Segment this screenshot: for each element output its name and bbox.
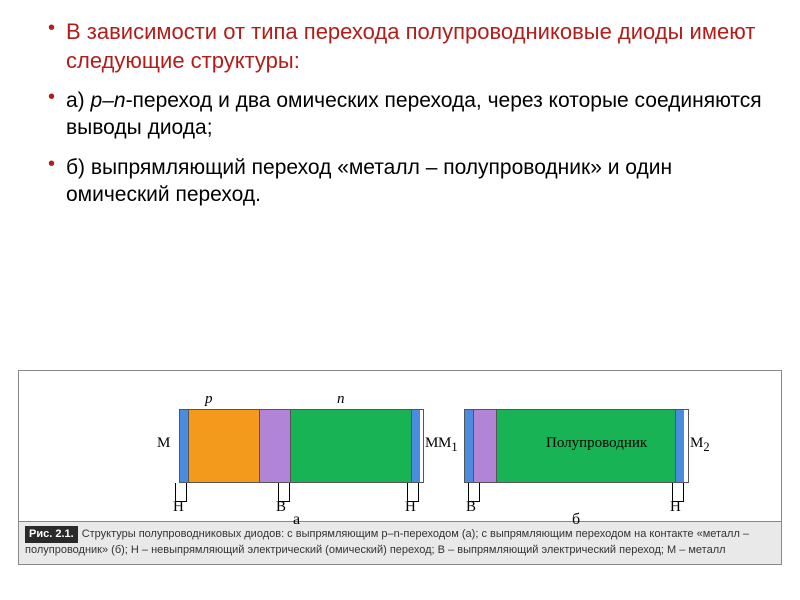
layer — [260, 410, 291, 482]
slide: В зависимости от типа перехода полупрово… — [0, 0, 800, 230]
diagram-b: М1 Полупроводник М2 В Н б — [464, 391, 689, 483]
layer — [180, 410, 189, 482]
lead-B-label: В — [276, 499, 286, 516]
caption-text: Структуры полупроводниковых диодов: с вы… — [25, 528, 749, 556]
bullet-a-ital: p–n — [91, 89, 126, 112]
layer — [676, 410, 684, 482]
figure-caption: Рис. 2.1.Структуры полупроводниковых дио… — [19, 521, 781, 564]
label-M2: М2 — [690, 435, 710, 455]
bullet-list: В зависимости от типа перехода полупрово… — [48, 18, 770, 208]
layer — [465, 410, 474, 482]
bullet-b-text: б) выпрямляющий переход «металл – полупр… — [66, 156, 672, 206]
label-M2-sub: 2 — [703, 440, 709, 454]
label-M2-m: М — [690, 435, 703, 451]
bullet-a-text: а) p–n-переход и два омических перехода,… — [66, 89, 762, 139]
sublabel-b: б — [572, 511, 580, 529]
layer — [291, 410, 412, 482]
lead-H-label: Н — [670, 499, 681, 516]
label-M-left-a: М — [157, 435, 170, 452]
lead-H-label: Н — [405, 499, 416, 516]
label-M-right-a: М — [425, 435, 438, 452]
sublabel-a: а — [293, 511, 300, 529]
label-M1-m: М — [438, 435, 451, 451]
label-n: n — [337, 391, 345, 408]
figure-area: М p n М Н В Н а М1 Полупроводн — [19, 371, 781, 521]
lead-H-label: Н — [173, 499, 184, 516]
bullet-a-rest: -переход и два омических перехода, через… — [66, 89, 762, 139]
bullet-a-prefix: а) — [66, 89, 91, 112]
lead-B-label: В — [466, 499, 476, 516]
layer — [189, 410, 260, 482]
label-M1-sub: 1 — [451, 440, 457, 454]
layer — [412, 410, 420, 482]
title-text: В зависимости от типа перехода полупрово… — [66, 19, 755, 73]
figure-box: М p n М Н В Н а М1 Полупроводн — [18, 370, 782, 565]
label-semiconductor: Полупроводник — [546, 435, 647, 452]
diagram-a: М p n М Н В Н а — [179, 391, 424, 483]
layer — [474, 410, 497, 482]
label-M1: М1 — [438, 435, 458, 455]
caption-tag: Рис. 2.1. — [25, 526, 78, 543]
label-p: p — [205, 391, 213, 408]
bullet-a: а) p–n-переход и два омических перехода,… — [48, 87, 770, 142]
layer-stack-a — [179, 409, 424, 483]
bullet-b: б) выпрямляющий переход «металл – полупр… — [48, 154, 770, 209]
bullet-title: В зависимости от типа перехода полупрово… — [48, 18, 770, 75]
